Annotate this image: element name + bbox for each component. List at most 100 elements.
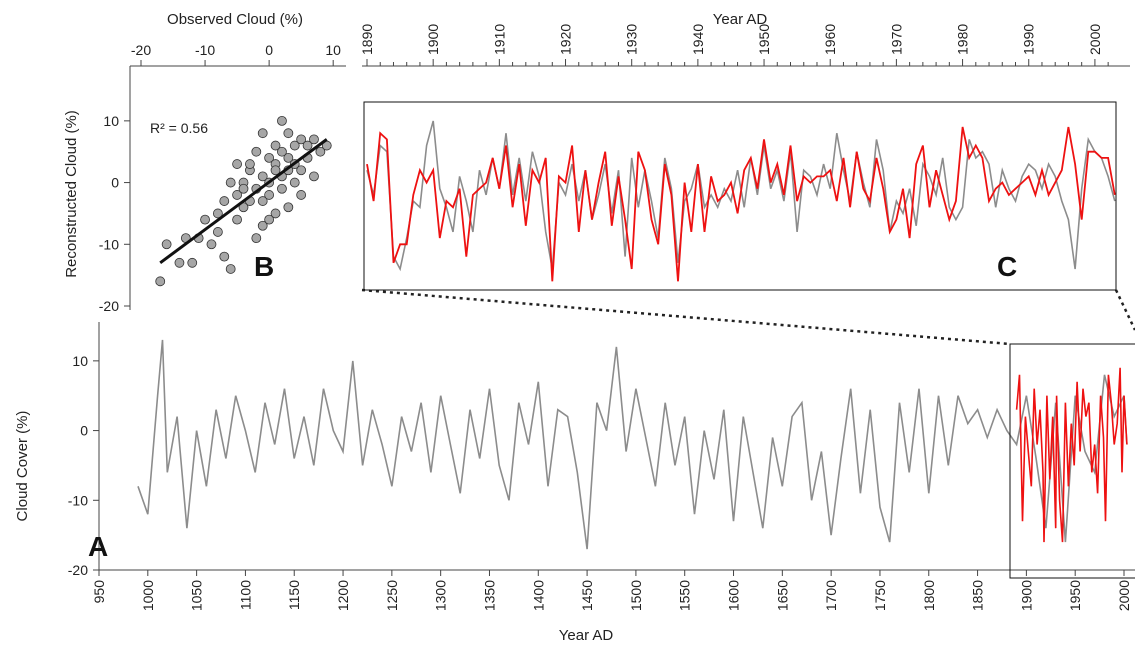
panel-c-x-tick-label: 1920 [558, 24, 574, 55]
panel-b-scatter-point [251, 233, 262, 244]
panel-a-x-tick-label: 1250 [384, 580, 400, 611]
panel-a-x-tick-label: 1500 [628, 580, 644, 611]
panel-b-scatter-point [270, 208, 281, 219]
panel-b-scatter-point [270, 140, 281, 151]
panel-c-x-tick-label: 2000 [1087, 24, 1103, 55]
panel-b-scatter-point [277, 115, 287, 126]
panel-b-scatter-point [270, 165, 281, 176]
panel-b-scatter-point [238, 183, 249, 194]
panel-b-scatter-point [264, 214, 275, 225]
panel-b-scatter-point [277, 146, 287, 157]
panel-b: -20 -10 0 10 -20 -10 0 10 Observed Cloud (%) R… [63, 11, 346, 314]
panel-c-x-tick-label: 1960 [822, 24, 838, 55]
panel-a-x-tick-label: 1050 [189, 580, 205, 611]
panel-a-x-tick-label: 1550 [677, 580, 693, 611]
panel-b-fit-line [159, 138, 328, 265]
panel-b-scatter-point [283, 128, 294, 139]
panel-a-x-tick-label: 1800 [921, 580, 937, 611]
panel-a-y-axis: -20 -10 0 10 [68, 322, 100, 578]
panel-c-x-tick-label: 1930 [624, 24, 640, 55]
panel-a-y-tick-label: -10 [68, 492, 88, 508]
panel-a: 950 1000 1050 1100 1150 1200 1250 1300 1350 1400 1… [14, 322, 1135, 644]
panel-b-letter: B [254, 251, 274, 282]
panel-b-x-tick-label: 0 [265, 42, 273, 58]
panel-b-scatter-point [257, 171, 268, 182]
panel-a-x-tick-label: 1350 [481, 580, 497, 611]
panel-b-scatter-point [225, 264, 236, 274]
panel-a-y-tick-label: 0 [80, 423, 88, 439]
panel-b-scatter-point [283, 152, 294, 163]
panel-b-scatter-point [315, 146, 326, 157]
panel-c-x-tick-label: 1910 [491, 24, 507, 55]
zoom-connector-right [1114, 289, 1135, 331]
panel-b-scatter-point [219, 196, 230, 206]
panel-b-x-tick-label: -20 [131, 42, 151, 58]
panel-b-scatter-point [232, 159, 242, 169]
panel-b-scatter-point [277, 183, 287, 194]
panel-c-frame [363, 101, 1117, 291]
panel-a-x-tick-label: 1100 [237, 580, 253, 610]
panel-b-scatter-point [296, 165, 307, 176]
panel-c-x-axis: 1890 1900 1910 1920 1930 1940 1950 1960 1970 1980… [359, 24, 1130, 67]
panel-b-scatter-point [212, 227, 223, 237]
zoom-connector-left [361, 288, 1011, 346]
panel-c-x-tick-label: 1990 [1021, 24, 1037, 55]
panel-a-x-tick-label: 1400 [530, 580, 546, 611]
panel-a-x-tick-label: 1650 [774, 580, 790, 611]
panel-b-scatter-point [257, 220, 268, 231]
panel-c-x-tick-label: 1980 [955, 24, 971, 55]
panel-b-scatter-point [232, 190, 242, 200]
panel-b-scatter-point [232, 214, 242, 225]
panel-b-scatter-point [251, 146, 262, 157]
panel-c-letter: C [997, 251, 1017, 282]
panel-a-x-tick-label: 1750 [872, 580, 888, 611]
panel-b-scatter-point [302, 140, 313, 151]
panel-b-scatter-point [296, 190, 307, 200]
panel-b-scatter-point [225, 177, 236, 188]
panel-b-scatter-point [155, 276, 166, 287]
panel-b-scatter-point [257, 128, 268, 139]
panel-b-scatter-point [289, 177, 300, 188]
panel-a-letter: A [88, 531, 108, 562]
panel-a-y-tick-label: -20 [68, 562, 88, 578]
panel-a-x-tick-label: 1900 [1018, 580, 1034, 611]
panel-a-x-tick-label: 2000 [1116, 580, 1132, 611]
panel-b-y-label: Reconstructed Cloud (%) [63, 110, 80, 278]
panel-b-scatter-point [219, 251, 230, 262]
panel-a-series [137, 339, 1128, 550]
panel-b-scatter-point [257, 196, 268, 206]
panel-a-x-tick-label: 950 [91, 580, 107, 604]
panel-a-x-label: Year AD [559, 627, 614, 644]
panel-b-scatter-point [283, 202, 294, 213]
panel-b-x-tick-label: 10 [325, 42, 341, 58]
panel-a-x-tick-label: 1300 [433, 580, 449, 611]
panel-b-scatter-point [264, 152, 275, 163]
panel-c-x-tick-label: 1890 [359, 24, 375, 55]
panel-a-x-tick-label: 1700 [823, 580, 839, 611]
panel-b-x-axis: -20 -10 0 10 [130, 42, 346, 67]
panel-a-x-axis: 950 1000 1050 1100 1150 1200 1250 1300 1350 1400 1… [91, 569, 1135, 611]
panel-a-x-tick-label: 1000 [140, 580, 156, 611]
panel-b-scatter-point [309, 134, 319, 145]
panel-a-x-tick-label: 1600 [726, 580, 742, 611]
panel-b-scatter-point [187, 257, 198, 268]
panel-c-series [366, 120, 1116, 282]
panel-b-y-tick-label: -20 [99, 298, 119, 314]
panel-b-scatter-point [296, 134, 307, 145]
panel-c-x-tick-label: 1940 [690, 24, 706, 55]
panel-a-x-tick-label: 1200 [335, 580, 351, 611]
panel-a-x-tick-label: 1950 [1067, 580, 1083, 611]
panel-a-zoom-box [1009, 343, 1135, 579]
panel-a-x-tick-label: 1150 [286, 580, 302, 610]
panel-b-y-axis: -20 -10 0 10 [99, 66, 131, 314]
panel-c-series-line-1 [366, 126, 1116, 282]
panel-b-scatter-point [289, 140, 300, 151]
panel-c: 1890 1900 1910 1920 1930 1940 1950 1960 1970 1980… [359, 11, 1130, 291]
panel-c-x-tick-label: 1950 [756, 24, 772, 55]
panel-b-scatter-point [206, 239, 217, 250]
panel-b-scatter-point [245, 159, 255, 169]
panel-b-scatter-point [264, 190, 275, 200]
panel-b-scatter-point [200, 214, 210, 225]
panel-a-series-line-1 [1015, 367, 1128, 543]
